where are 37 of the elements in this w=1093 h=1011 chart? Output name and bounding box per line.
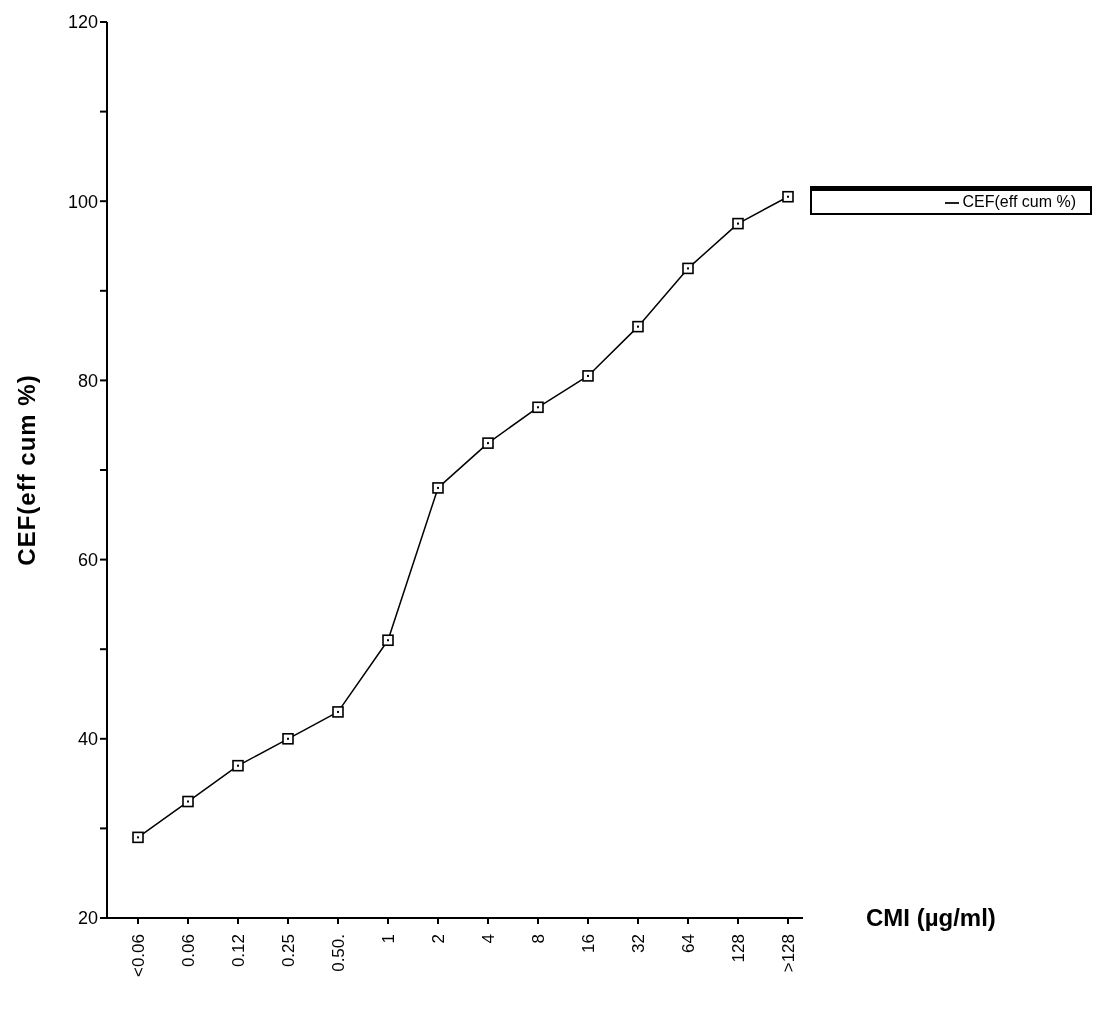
point bbox=[132, 831, 144, 844]
y-axis-title: CEF(eff cum %) bbox=[12, 374, 40, 566]
x-tick-label: 4 bbox=[478, 934, 498, 944]
point bbox=[582, 370, 594, 382]
x-tick-label: 16 bbox=[578, 934, 598, 953]
point bbox=[632, 320, 644, 333]
x-axis-title: CMI (µg/ml) bbox=[866, 904, 996, 932]
x-tick-label: 0.25 bbox=[278, 934, 298, 968]
y-tick-label: 80 bbox=[77, 370, 98, 391]
x-tick-label: <0.06 bbox=[128, 934, 148, 978]
x-tick-label: 32 bbox=[628, 934, 648, 953]
point bbox=[182, 795, 194, 808]
y-tick-label: 120 bbox=[67, 12, 98, 33]
x-tick-label: 1 bbox=[378, 934, 398, 944]
y-tick-label: 60 bbox=[77, 549, 98, 570]
point bbox=[382, 634, 394, 647]
point bbox=[682, 262, 694, 275]
y-tick-label: 20 bbox=[77, 908, 98, 929]
point bbox=[482, 437, 494, 449]
x-tick-label: 0.12 bbox=[228, 934, 248, 968]
x-tick-label: 2 bbox=[428, 934, 448, 944]
point bbox=[532, 401, 544, 414]
x-tick-label: 0.06 bbox=[178, 934, 198, 968]
point bbox=[232, 759, 244, 772]
x-tick-label: 0.50. bbox=[328, 934, 348, 972]
legend-label: CEF(eff cum %) bbox=[962, 193, 1076, 210]
y-tick-label: 40 bbox=[77, 729, 98, 750]
x-tick-label: 64 bbox=[678, 934, 698, 953]
y-tick-label: 100 bbox=[67, 191, 98, 212]
x-tick-label: 8 bbox=[528, 934, 548, 944]
point bbox=[732, 217, 744, 230]
point bbox=[282, 733, 294, 745]
x-tick-label: >128 bbox=[778, 934, 798, 973]
point bbox=[782, 190, 794, 203]
point bbox=[432, 482, 444, 494]
point bbox=[332, 706, 344, 718]
x-tick-label: 128 bbox=[728, 934, 748, 963]
